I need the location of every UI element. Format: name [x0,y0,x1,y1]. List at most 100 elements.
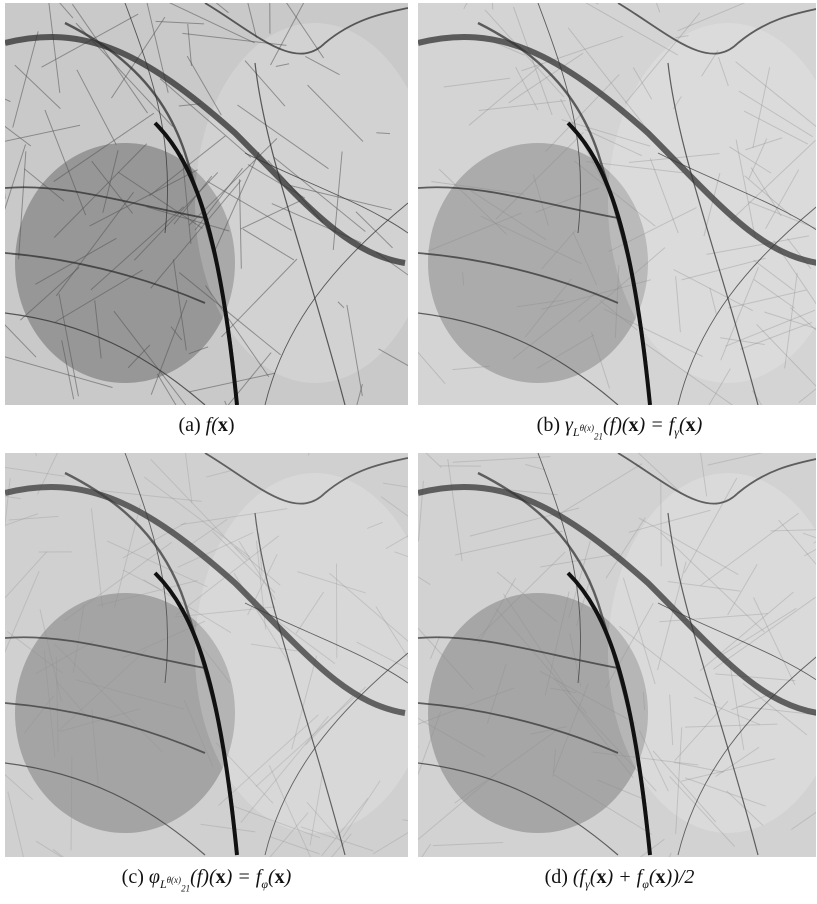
texture [622,577,656,685]
texture [143,476,251,558]
label: (a) [178,414,201,436]
texture [669,694,674,746]
texture [273,157,366,232]
texture [699,591,794,672]
texture [181,154,192,245]
texture [54,643,163,753]
texture [177,531,254,568]
texture [89,169,198,227]
texture [540,553,621,568]
texture [608,473,816,833]
texture [638,517,739,576]
texture [187,23,192,66]
texture [552,748,557,778]
texture [681,758,776,782]
math: x [655,866,666,888]
texture [418,576,431,585]
texture [418,636,619,669]
texture [55,269,143,323]
texture [586,161,684,174]
texture [764,311,816,330]
texture [770,529,816,532]
texture [14,64,61,109]
texture [728,289,807,309]
texture [7,791,25,857]
texture [418,186,619,219]
texture [23,695,55,734]
texture [735,139,756,238]
texture [5,466,65,477]
texture [597,779,646,801]
caption-a: (a) f(x) [5,414,408,437]
texture [309,771,324,846]
texture [525,464,546,471]
texture [372,832,408,855]
texture [753,259,794,291]
texture [206,469,232,478]
texture [790,811,816,831]
math: x [215,866,226,888]
texture [566,121,652,405]
texture [659,613,769,623]
texture [617,3,816,55]
texture [425,453,442,468]
texture [454,530,563,556]
math: ) [695,414,703,436]
texture [76,69,117,146]
texture [244,152,408,234]
texture [255,686,367,787]
label: (d) [544,866,568,888]
texture [591,751,699,766]
texture [44,109,87,216]
texture [784,272,798,369]
texture [462,272,465,286]
texture [667,512,759,856]
texture [418,484,816,716]
texture [748,138,768,180]
texture [657,602,816,681]
texture [346,304,363,397]
texture [23,168,65,202]
texture [169,3,255,44]
texture [5,453,408,857]
texture [91,709,99,786]
texture [753,279,795,309]
texture [48,3,61,94]
texture [637,453,683,495]
texture [184,453,193,504]
texture [61,340,75,400]
texture [153,121,239,405]
math: ) = f [225,866,262,888]
texture [745,137,783,151]
texture [421,843,432,857]
texture [744,175,792,217]
texture [468,62,544,126]
texture [729,662,745,750]
texture [5,495,21,500]
texture [70,756,73,851]
math: x [628,414,639,436]
texture [218,714,319,806]
texture [677,3,746,32]
texture [5,124,81,142]
texture [790,307,816,331]
texture [418,351,446,385]
texture [94,300,102,359]
texture [321,797,369,856]
texture [19,266,80,321]
texture [250,643,298,652]
texture [39,609,63,702]
texture [707,453,764,466]
texture [532,174,550,227]
texture [382,482,408,488]
texture [675,276,681,333]
texture [221,258,298,338]
texture [189,372,275,393]
math: 21 [181,883,191,894]
texture [521,35,624,72]
texture [5,3,408,405]
label: (c) [121,866,144,888]
texture [71,3,148,114]
texture [599,299,638,331]
texture [677,206,816,405]
